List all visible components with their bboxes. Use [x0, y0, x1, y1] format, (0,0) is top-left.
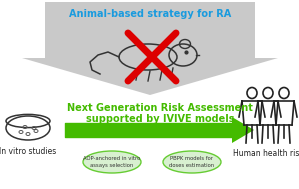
- Text: PBPK models for
doses estimation: PBPK models for doses estimation: [170, 156, 215, 168]
- Ellipse shape: [83, 151, 141, 173]
- Polygon shape: [232, 117, 254, 143]
- Text: supported by IVIVE models: supported by IVIVE models: [86, 114, 234, 124]
- Text: In vitro studies: In vitro studies: [0, 147, 57, 156]
- Ellipse shape: [163, 151, 221, 173]
- Text: AOP-anchored in vitro
assays selection: AOP-anchored in vitro assays selection: [83, 156, 141, 168]
- Text: Animal-based strategy for RA: Animal-based strategy for RA: [69, 9, 231, 19]
- Polygon shape: [22, 2, 278, 95]
- Text: Next Generation Risk Assessment: Next Generation Risk Assessment: [67, 103, 253, 113]
- Text: Human health risk: Human health risk: [233, 149, 299, 157]
